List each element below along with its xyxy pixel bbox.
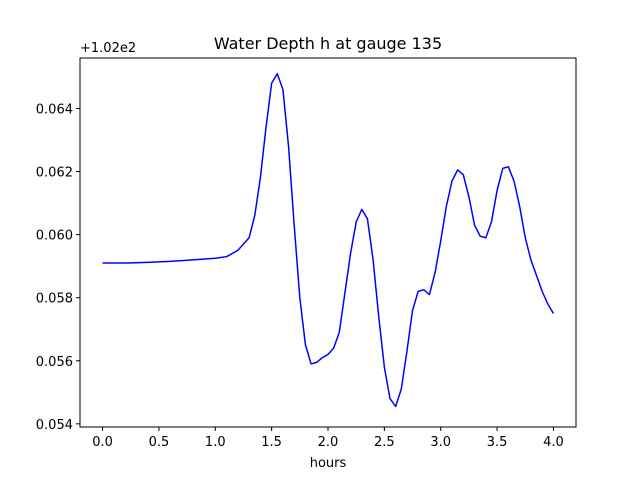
x-tick-label: 4.0 <box>543 435 564 450</box>
y-tick-label: 0.064 <box>36 102 73 117</box>
y-axis: 0.054 0.056 0.058 0.060 0.062 0.064 <box>36 102 80 433</box>
plot-area <box>102 73 555 408</box>
y-tick-label: 0.062 <box>36 166 73 181</box>
chart-title: Water Depth h at gauge 135 <box>214 34 442 53</box>
x-tick-label: 3.5 <box>487 435 508 450</box>
series-line-0 <box>102 73 555 408</box>
x-tick-label: 0.0 <box>92 435 113 450</box>
y-tick-label: 0.058 <box>36 292 73 307</box>
x-tick-label: 2.5 <box>374 435 395 450</box>
y-offset-text: +1.02e2 <box>80 41 136 56</box>
y-tick-label: 0.060 <box>36 229 73 244</box>
y-tick-label: 0.054 <box>36 418 73 433</box>
plot-frame <box>79 57 577 428</box>
x-axis-label: hours <box>310 456 347 471</box>
x-tick-label: 3.0 <box>430 435 451 450</box>
x-tick-label: 1.0 <box>205 435 226 450</box>
x-axis: 0.0 0.5 1.0 1.5 2.0 2.5 3.0 3.5 4.0 <box>92 427 564 450</box>
x-tick-label: 2.0 <box>318 435 339 450</box>
x-tick-label: 1.5 <box>261 435 282 450</box>
x-tick-label: 0.5 <box>149 435 170 450</box>
y-tick-label: 0.056 <box>36 355 73 370</box>
